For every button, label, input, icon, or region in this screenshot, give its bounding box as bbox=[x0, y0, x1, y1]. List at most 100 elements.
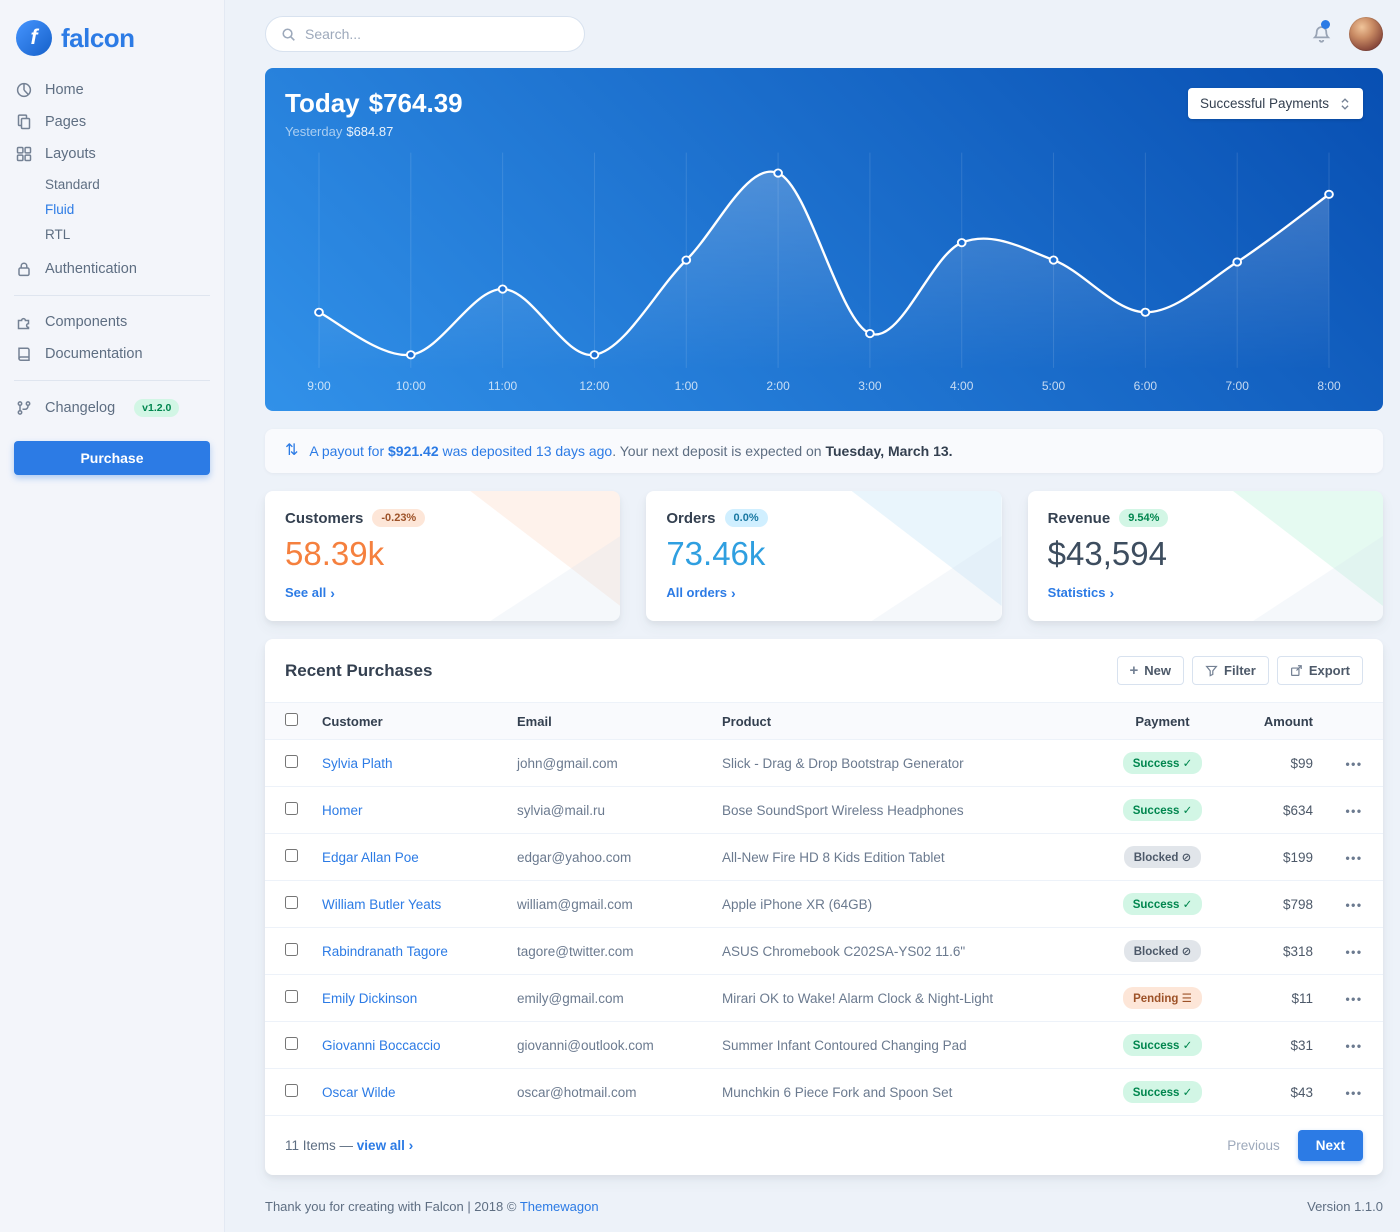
layouts-submenu: Standard Fluid RTL bbox=[14, 170, 210, 253]
footer-credit: Thank you for creating with Falcon | 201… bbox=[265, 1199, 599, 1214]
purchases-actions: + New Filter Export bbox=[1116, 656, 1363, 685]
orders-stat-card: Orders 0.0% 73.46k All orders › bbox=[646, 491, 1002, 621]
customer-link[interactable]: Rabindranath Tagore bbox=[322, 943, 448, 959]
chart-x-axis: 9:00 10:00 11:00 12:00 1:00 2:00 3:00 4:00 5:00 6… bbox=[285, 379, 1363, 401]
product-cell: Slick - Drag & Drop Bootstrap Generator bbox=[710, 739, 1095, 787]
customer-link[interactable]: William Butler Yeats bbox=[322, 896, 442, 912]
grid-icon bbox=[16, 146, 32, 162]
data-point-marker bbox=[956, 238, 967, 248]
payment-status-badge: Pending ☰ bbox=[1123, 987, 1202, 1009]
search-input[interactable] bbox=[305, 26, 569, 42]
sidebar-item-components[interactable]: Components bbox=[14, 306, 210, 338]
notifications-button[interactable] bbox=[1312, 19, 1331, 44]
data-point-marker bbox=[314, 307, 324, 317]
row-checkbox[interactable] bbox=[285, 990, 298, 1003]
purchases-title: Recent Purchases bbox=[285, 660, 433, 680]
main-content: Today$764.39 Yesterday$684.87 Successful… bbox=[225, 0, 1400, 1232]
yesterday-total: Yesterday $684.87 bbox=[285, 124, 394, 139]
sidebar-item-label: Documentation bbox=[45, 346, 143, 362]
row-actions-button[interactable]: ••• bbox=[1345, 1038, 1363, 1053]
amount-cell: $318 bbox=[1230, 927, 1325, 975]
chart-area-fill bbox=[318, 171, 1330, 370]
row-checkbox[interactable] bbox=[285, 943, 298, 956]
customer-link[interactable]: Oscar Wilde bbox=[322, 1084, 396, 1100]
previous-button[interactable]: Previous bbox=[1227, 1138, 1280, 1153]
payment-cell: Success ✓ bbox=[1095, 1068, 1230, 1116]
search-box[interactable] bbox=[265, 16, 585, 52]
customer-link[interactable]: Edgar Allan Poe bbox=[322, 849, 419, 865]
data-point-marker bbox=[865, 328, 875, 339]
payment-cell: Success ✓ bbox=[1095, 1021, 1230, 1069]
data-point-marker bbox=[1324, 189, 1334, 199]
stat-value: 73.46k bbox=[666, 535, 766, 572]
customer-link[interactable]: Emily Dickinson bbox=[322, 990, 418, 1006]
sidebar-item-fluid[interactable]: Fluid bbox=[45, 202, 75, 217]
row-checkbox[interactable] bbox=[285, 802, 298, 815]
search-icon bbox=[282, 27, 295, 41]
actions-cell: ••• bbox=[1325, 739, 1383, 787]
user-avatar[interactable] bbox=[1349, 17, 1383, 51]
sidebar-item-layouts[interactable]: Layouts bbox=[14, 138, 210, 170]
statistics-link[interactable]: Statistics › bbox=[1047, 584, 1115, 601]
row-actions-button[interactable]: ••• bbox=[1345, 991, 1363, 1006]
sidebar-item-rtl[interactable]: RTL bbox=[45, 227, 71, 242]
select-all-checkbox[interactable] bbox=[285, 713, 298, 726]
row-checkbox-cell bbox=[265, 786, 310, 834]
sidebar-item-documentation[interactable]: Documentation bbox=[14, 338, 210, 370]
column-header-email: Email bbox=[505, 702, 710, 740]
payments-filter-select[interactable]: Successful Payments bbox=[1187, 88, 1363, 119]
chevron-right-icon: › bbox=[1109, 584, 1115, 601]
table-row: Giovanni Boccaccio giovanni@outlook.com Su… bbox=[265, 1021, 1383, 1069]
customer-link[interactable]: Sylvia Plath bbox=[322, 755, 393, 771]
themewagon-link[interactable]: Themewagon bbox=[519, 1199, 599, 1214]
table-row: Sylvia Plath john@gmail.com Slick - Drag &… bbox=[265, 739, 1383, 787]
sidebar-item-authentication[interactable]: Authentication bbox=[14, 253, 210, 285]
row-actions-button[interactable]: ••• bbox=[1345, 803, 1363, 818]
row-checkbox[interactable] bbox=[285, 896, 298, 909]
row-checkbox[interactable] bbox=[285, 849, 298, 862]
x-tick-label: 6:00 bbox=[1133, 379, 1158, 393]
row-checkbox[interactable] bbox=[285, 1084, 298, 1097]
x-tick-label: 2:00 bbox=[766, 379, 790, 393]
stat-title: Orders 0.0% bbox=[666, 509, 981, 527]
data-point-marker bbox=[1140, 307, 1151, 317]
all-orders-link[interactable]: All orders › bbox=[666, 584, 736, 601]
export-button[interactable]: Export bbox=[1276, 656, 1363, 685]
actions-cell: ••• bbox=[1325, 786, 1383, 834]
sidebar-item-pages[interactable]: Pages bbox=[14, 106, 210, 138]
payment-cell: Success ✓ bbox=[1095, 786, 1230, 834]
row-checkbox[interactable] bbox=[285, 1037, 298, 1050]
row-actions-button[interactable]: ••• bbox=[1345, 944, 1363, 959]
row-checkbox-cell bbox=[265, 880, 310, 928]
falcon-logo[interactable]: f falcon bbox=[14, 14, 210, 74]
filter-button[interactable]: Filter bbox=[1192, 656, 1269, 685]
chart-pie-icon bbox=[16, 82, 32, 98]
customer-link[interactable]: Giovanni Boccaccio bbox=[322, 1037, 441, 1053]
payout-link[interactable]: A payout for $921.42 was deposited 13 da… bbox=[309, 443, 613, 459]
payment-status-badge: Success ✓ bbox=[1122, 799, 1203, 821]
stat-change-badge: 9.54% bbox=[1119, 509, 1169, 527]
row-actions-button[interactable]: ••• bbox=[1345, 850, 1363, 865]
actions-cell: ••• bbox=[1325, 1068, 1383, 1116]
row-actions-button[interactable]: ••• bbox=[1345, 756, 1363, 771]
product-cell: Mirari OK to Wake! Alarm Clock & Night-L… bbox=[710, 974, 1095, 1022]
email-cell: giovanni@outlook.com bbox=[505, 1021, 710, 1069]
see-all-link[interactable]: See all › bbox=[285, 584, 335, 601]
next-button[interactable]: Next bbox=[1297, 1130, 1363, 1161]
new-button[interactable]: + New bbox=[1116, 656, 1185, 685]
sidebar-item-changelog[interactable]: Changelog v1.2.0 bbox=[14, 391, 210, 425]
x-tick-label: 7:00 bbox=[1225, 379, 1249, 393]
email-cell: oscar@hotmail.com bbox=[505, 1068, 710, 1116]
view-all-link[interactable]: view all › bbox=[356, 1137, 414, 1153]
sidebar-item-home[interactable]: Home bbox=[14, 74, 210, 106]
row-checkbox[interactable] bbox=[285, 755, 298, 768]
email-cell: emily@gmail.com bbox=[505, 974, 710, 1022]
customer-link[interactable]: Homer bbox=[322, 802, 363, 818]
sidebar-item-standard[interactable]: Standard bbox=[45, 177, 100, 192]
payment-status-badge: Success ✓ bbox=[1122, 1034, 1203, 1056]
code-branch-icon bbox=[16, 400, 32, 416]
row-actions-button[interactable]: ••• bbox=[1345, 897, 1363, 912]
book-icon bbox=[16, 346, 32, 362]
row-actions-button[interactable]: ••• bbox=[1345, 1085, 1363, 1100]
purchase-button[interactable]: Purchase bbox=[14, 441, 210, 475]
